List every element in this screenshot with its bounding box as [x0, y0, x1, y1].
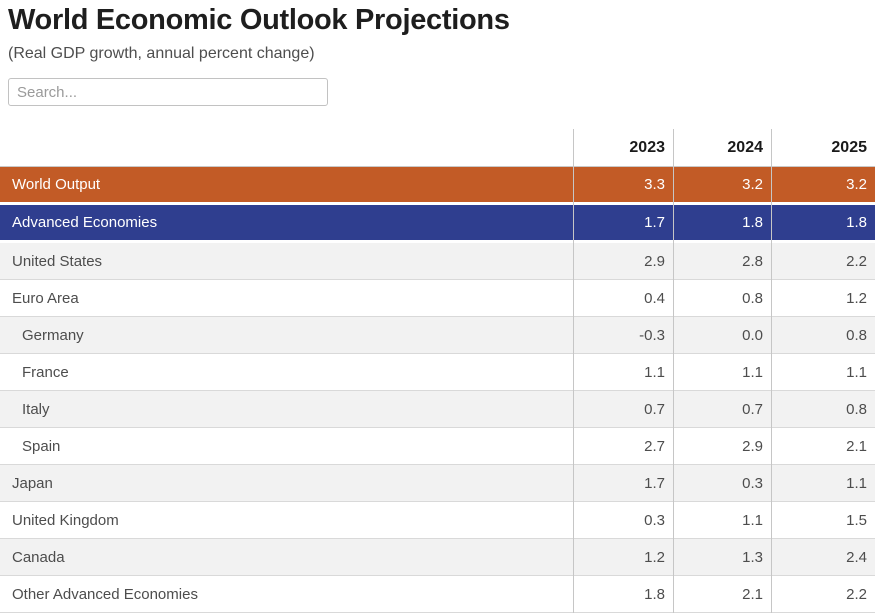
cell-value: 1.2 — [644, 548, 665, 566]
cell-value: 0.7 — [644, 400, 665, 418]
cell-value: -0.3 — [639, 326, 665, 344]
cell-value: 2.8 — [742, 252, 763, 270]
row-label: Euro Area — [12, 289, 79, 307]
cell-value: 1.3 — [742, 548, 763, 566]
cell-value: 1.1 — [742, 511, 763, 529]
cell-value: 0.8 — [846, 400, 867, 418]
cell-value: 1.1 — [846, 474, 867, 492]
column-header-2024[interactable]: 2024 — [727, 138, 763, 156]
row-label: United Kingdom — [12, 511, 119, 529]
row-germany: Germany -0.3 0.0 0.8 — [0, 317, 875, 355]
cell-value: 0.3 — [644, 511, 665, 529]
row-united-states: United States 2.9 2.8 2.2 — [0, 243, 875, 281]
cell-value: 0.7 — [742, 400, 763, 418]
row-label: Advanced Economies — [12, 214, 158, 232]
cell-value: 0.4 — [644, 289, 665, 307]
cell-value: 1.8 — [644, 585, 665, 603]
cell-value: 1.7 — [644, 214, 665, 232]
row-spain: Spain 2.7 2.9 2.1 — [0, 428, 875, 466]
column-separator — [573, 129, 574, 613]
cell-value: 2.9 — [644, 252, 665, 270]
row-label: France — [22, 363, 69, 381]
cell-value: 0.0 — [742, 326, 763, 344]
cell-value: 1.2 — [846, 289, 867, 307]
page-title: World Economic Outlook Projections — [8, 4, 510, 36]
column-separator — [673, 129, 674, 613]
projections-table: 2023 2024 2025 World Output 3.3 3.2 3.2 … — [0, 129, 875, 613]
cell-value: 2.7 — [644, 437, 665, 455]
cell-value: 2.2 — [846, 585, 867, 603]
table-header-row: 2023 2024 2025 — [0, 129, 875, 168]
cell-value: 1.1 — [742, 363, 763, 381]
cell-value: 1.1 — [846, 363, 867, 381]
row-label: Germany — [22, 326, 84, 344]
search-input[interactable] — [8, 78, 328, 107]
row-label: Canada — [12, 548, 65, 566]
cell-value: 2.1 — [846, 437, 867, 455]
cell-value: 3.2 — [742, 176, 763, 194]
row-label: United States — [12, 252, 103, 270]
row-euro-area: Euro Area 0.4 0.8 1.2 — [0, 280, 875, 318]
column-header-2025[interactable]: 2025 — [831, 138, 867, 156]
row-world-output: World Output 3.3 3.2 3.2 — [0, 167, 875, 203]
cell-value: 2.1 — [742, 585, 763, 603]
row-label: World Output — [12, 176, 101, 194]
row-united-kingdom: United Kingdom 0.3 1.1 1.5 — [0, 502, 875, 540]
cell-value: 1.5 — [846, 511, 867, 529]
cell-value: 3.2 — [846, 176, 867, 194]
cell-value: 2.2 — [846, 252, 867, 270]
row-italy: Italy 0.7 0.7 0.8 — [0, 391, 875, 429]
column-header-2023[interactable]: 2023 — [629, 138, 665, 156]
row-canada: Canada 1.2 1.3 2.4 — [0, 539, 875, 577]
cell-value: 1.8 — [742, 214, 763, 232]
cell-value: 1.7 — [644, 474, 665, 492]
header-block: World Economic Outlook Projections (Real… — [0, 0, 875, 107]
row-other-advanced-economies: Other Advanced Economies 1.8 2.1 2.2 — [0, 576, 875, 613]
cell-value: 1.8 — [846, 214, 867, 232]
row-label: Italy — [22, 400, 50, 418]
row-france: France 1.1 1.1 1.1 — [0, 354, 875, 392]
cell-value: 0.8 — [846, 326, 867, 344]
column-separator — [771, 129, 772, 613]
row-label: Spain — [22, 437, 61, 455]
row-japan: Japan 1.7 0.3 1.1 — [0, 465, 875, 503]
row-advanced-economies: Advanced Economies 1.7 1.8 1.8 — [0, 205, 875, 241]
cell-value: 0.8 — [742, 289, 763, 307]
cell-value: 3.3 — [644, 176, 665, 194]
cell-value: 2.9 — [742, 437, 763, 455]
cell-value: 0.3 — [742, 474, 763, 492]
row-label: Other Advanced Economies — [12, 585, 198, 603]
page-subtitle: (Real GDP growth, annual percent change) — [8, 45, 315, 63]
cell-value: 2.4 — [846, 548, 867, 566]
cell-value: 1.1 — [644, 363, 665, 381]
row-label: Japan — [12, 474, 53, 492]
